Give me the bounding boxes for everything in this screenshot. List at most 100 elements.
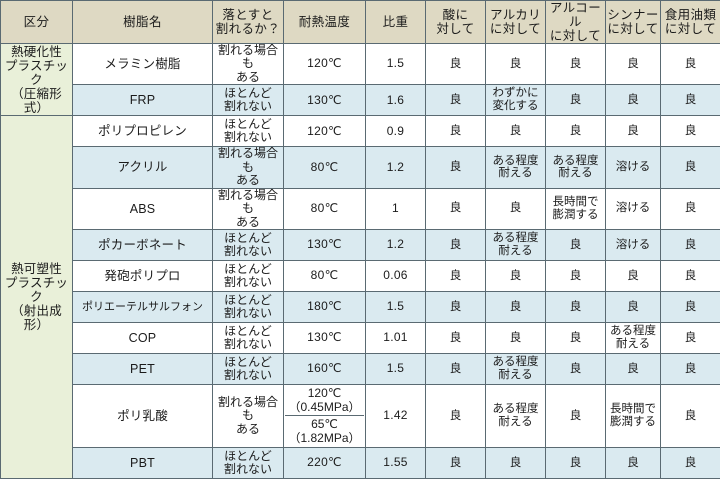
header-line: 酸に (427, 8, 484, 22)
category-cell-thermosetting-plastic: 熱硬化性プラスチック（圧縮形式） (1, 44, 73, 116)
edible-oil-resistance-cell: 良 (661, 85, 720, 116)
column-header-thinner-resistance: シンナーに対して (606, 1, 661, 44)
text-line: 良 (427, 239, 484, 252)
column-header-breakability: 落とすと割れるか？ (213, 1, 284, 44)
acid-resistance-cell: 良 (426, 291, 486, 322)
header-line: 耐熱温度 (285, 15, 364, 29)
thinner-resistance-cell: 良 (606, 85, 661, 116)
edible-oil-resistance-cell: 良 (661, 384, 720, 447)
alkali-resistance-cell: ある程度耐える (486, 229, 546, 260)
edible-oil-resistance-cell: 良 (661, 44, 720, 85)
category-line: プラスチック (2, 59, 71, 87)
alcohol-resistance-cell: 良 (546, 44, 606, 85)
alcohol-resistance-cell: 良 (546, 353, 606, 384)
specific-gravity-cell: 1.01 (366, 322, 426, 353)
text-line: 120℃ (307, 124, 342, 138)
alkali-resistance-cell: 良 (486, 44, 546, 85)
text-line: 良 (427, 94, 484, 107)
heat-resistance-cell: 120℃ (284, 116, 366, 147)
heat-resistance-cell: 80℃ (284, 188, 366, 229)
text-line: 良 (427, 301, 484, 314)
category-line: プラスチック (2, 276, 71, 304)
column-header-heat-resistance-temperature: 耐熱温度 (284, 1, 366, 44)
breakability-cell: ほとんど割れない (213, 447, 284, 478)
column-header-resin-name: 樹脂名 (73, 1, 213, 44)
acid-resistance-cell: 良 (426, 229, 486, 260)
edible-oil-resistance-cell: 良 (661, 353, 720, 384)
edible-oil-resistance-cell: 良 (661, 147, 720, 188)
heat-resistance-cell: 130℃ (284, 85, 366, 116)
text-line: 良 (547, 363, 604, 376)
text-line: 良 (487, 457, 544, 470)
text-line: 長時間で (547, 196, 604, 209)
text-line: 良 (427, 58, 484, 71)
text-line: 良 (547, 332, 604, 345)
breakability-cell: 割れる場合もある (213, 147, 284, 188)
text-line: 80℃ (311, 201, 339, 215)
text-line: （0.45MPa） (288, 400, 360, 414)
thinner-resistance-cell: 良 (606, 44, 661, 85)
specific-gravity-cell: 1.5 (366, 291, 426, 322)
text-line: 180℃ (307, 299, 342, 313)
breakability-cell: 割れる場合もある (213, 44, 284, 85)
text-line: 130℃ (307, 237, 342, 251)
breakability-cell: ほとんど割れない (213, 353, 284, 384)
text-line: 良 (487, 125, 544, 138)
acid-resistance-cell: 良 (426, 447, 486, 478)
text-line: 80℃ (311, 268, 339, 282)
category-line: （射出成形） (2, 304, 71, 332)
text-line: 良 (547, 58, 604, 71)
specific-gravity-cell: 1.55 (366, 447, 426, 478)
edible-oil-resistance-cell: 良 (661, 291, 720, 322)
resin-name-frp: FRP (73, 85, 213, 116)
text-line: 溶ける (607, 239, 659, 252)
resin-name-acrylic: アクリル (73, 147, 213, 188)
text-line: 80℃ (311, 160, 339, 174)
text-line: 良 (487, 301, 544, 314)
breakability-cell: ほとんど割れない (213, 291, 284, 322)
alcohol-resistance-cell: ある程度耐える (546, 147, 606, 188)
category-line: （圧縮形式） (2, 87, 71, 115)
heat-resistance-subcell: 120℃（0.45MPa） (285, 385, 364, 416)
resin-name-abs: ABS (73, 188, 213, 229)
text-line: ほとんど (214, 263, 282, 276)
category-line: 熱可塑性 (2, 262, 71, 276)
column-header-alcohol-resistance: アルコールに対して (546, 1, 606, 44)
header-line: 落とすと (214, 8, 282, 22)
thinner-resistance-cell: ある程度耐える (606, 322, 661, 353)
resin-name-polylactic-acid: ポリ乳酸 (73, 384, 213, 447)
text-line: ある (214, 174, 282, 187)
acid-resistance-cell: 良 (426, 322, 486, 353)
text-line: 良 (547, 239, 604, 252)
text-line: 良 (427, 332, 484, 345)
text-line: 膨潤する (547, 209, 604, 222)
text-line: わずかに (487, 87, 544, 100)
text-line: 良 (607, 363, 659, 376)
text-line: 良 (662, 270, 719, 283)
acid-resistance-cell: 良 (426, 353, 486, 384)
text-line: 割れない (214, 245, 282, 258)
column-header-edible-oil-resistance: 食用油類に対して (661, 1, 720, 44)
text-line: 溶ける (607, 161, 659, 174)
text-line: ある程度 (487, 232, 544, 245)
resin-name-pet: PET (73, 353, 213, 384)
thinner-resistance-cell: 長時間で膨潤する (606, 384, 661, 447)
text-line: 長時間で (607, 403, 659, 416)
thinner-resistance-cell: 良 (606, 260, 661, 291)
text-line: 良 (662, 410, 719, 423)
breakability-cell: ほとんど割れない (213, 85, 284, 116)
specific-gravity-cell: 1.5 (366, 44, 426, 85)
column-header-specific-gravity: 比重 (366, 1, 426, 44)
text-line: 耐える (607, 338, 659, 351)
alkali-resistance-cell: ある程度耐える (486, 353, 546, 384)
text-line: ほとんど (214, 294, 282, 307)
heat-resistance-cell: 80℃ (284, 147, 366, 188)
text-line: 良 (427, 363, 484, 376)
